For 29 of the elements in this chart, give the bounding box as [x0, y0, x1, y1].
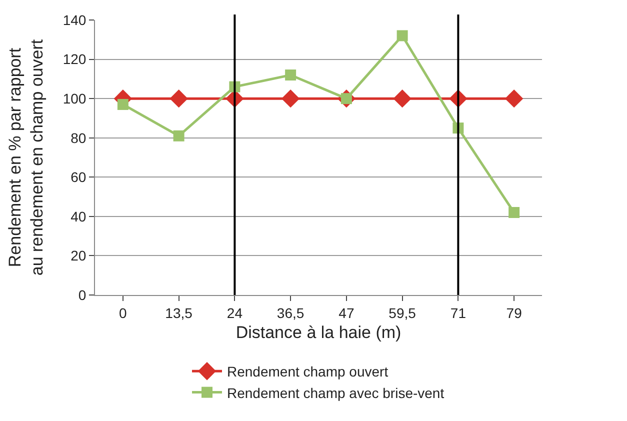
- x-tick-label: 36,5: [276, 304, 304, 321]
- point: [173, 130, 184, 142]
- x-tick-label: 13,5: [165, 304, 193, 321]
- point: [281, 89, 300, 108]
- x-tick-label: 79: [506, 304, 522, 321]
- y-tick-label: 80: [70, 130, 86, 146]
- point: [117, 98, 128, 110]
- x-tick-label: 47: [338, 304, 354, 321]
- x-tick-label: 24: [226, 304, 243, 321]
- point: [396, 30, 408, 42]
- point: [504, 89, 524, 108]
- y-tick-label: 100: [62, 90, 86, 106]
- y-tick-label: 20: [70, 248, 86, 264]
- point: [393, 89, 412, 108]
- x-axis-title: Distance à la haie (m): [236, 323, 402, 342]
- x-tick-label: 71: [450, 304, 466, 321]
- x-tick-label: 0: [119, 304, 128, 321]
- y-axis-title: Rendement en % par rapport au rendement en champ ouvert: [5, 39, 46, 276]
- y-tick-label: 40: [70, 208, 86, 224]
- point: [285, 70, 296, 80]
- y-tick-label: 0: [78, 286, 86, 303]
- y-tick-label: 140: [62, 12, 86, 28]
- y-tick-label: 60: [70, 169, 86, 186]
- legend-label: Rendement champ ouvert: [227, 364, 388, 380]
- point: [170, 89, 188, 108]
- point: [508, 207, 520, 218]
- y-tick-label: 120: [62, 51, 86, 68]
- legend-label: Rendement champ avec brise-vent: [227, 384, 444, 401]
- x-tick-label: 59,5: [388, 304, 416, 321]
